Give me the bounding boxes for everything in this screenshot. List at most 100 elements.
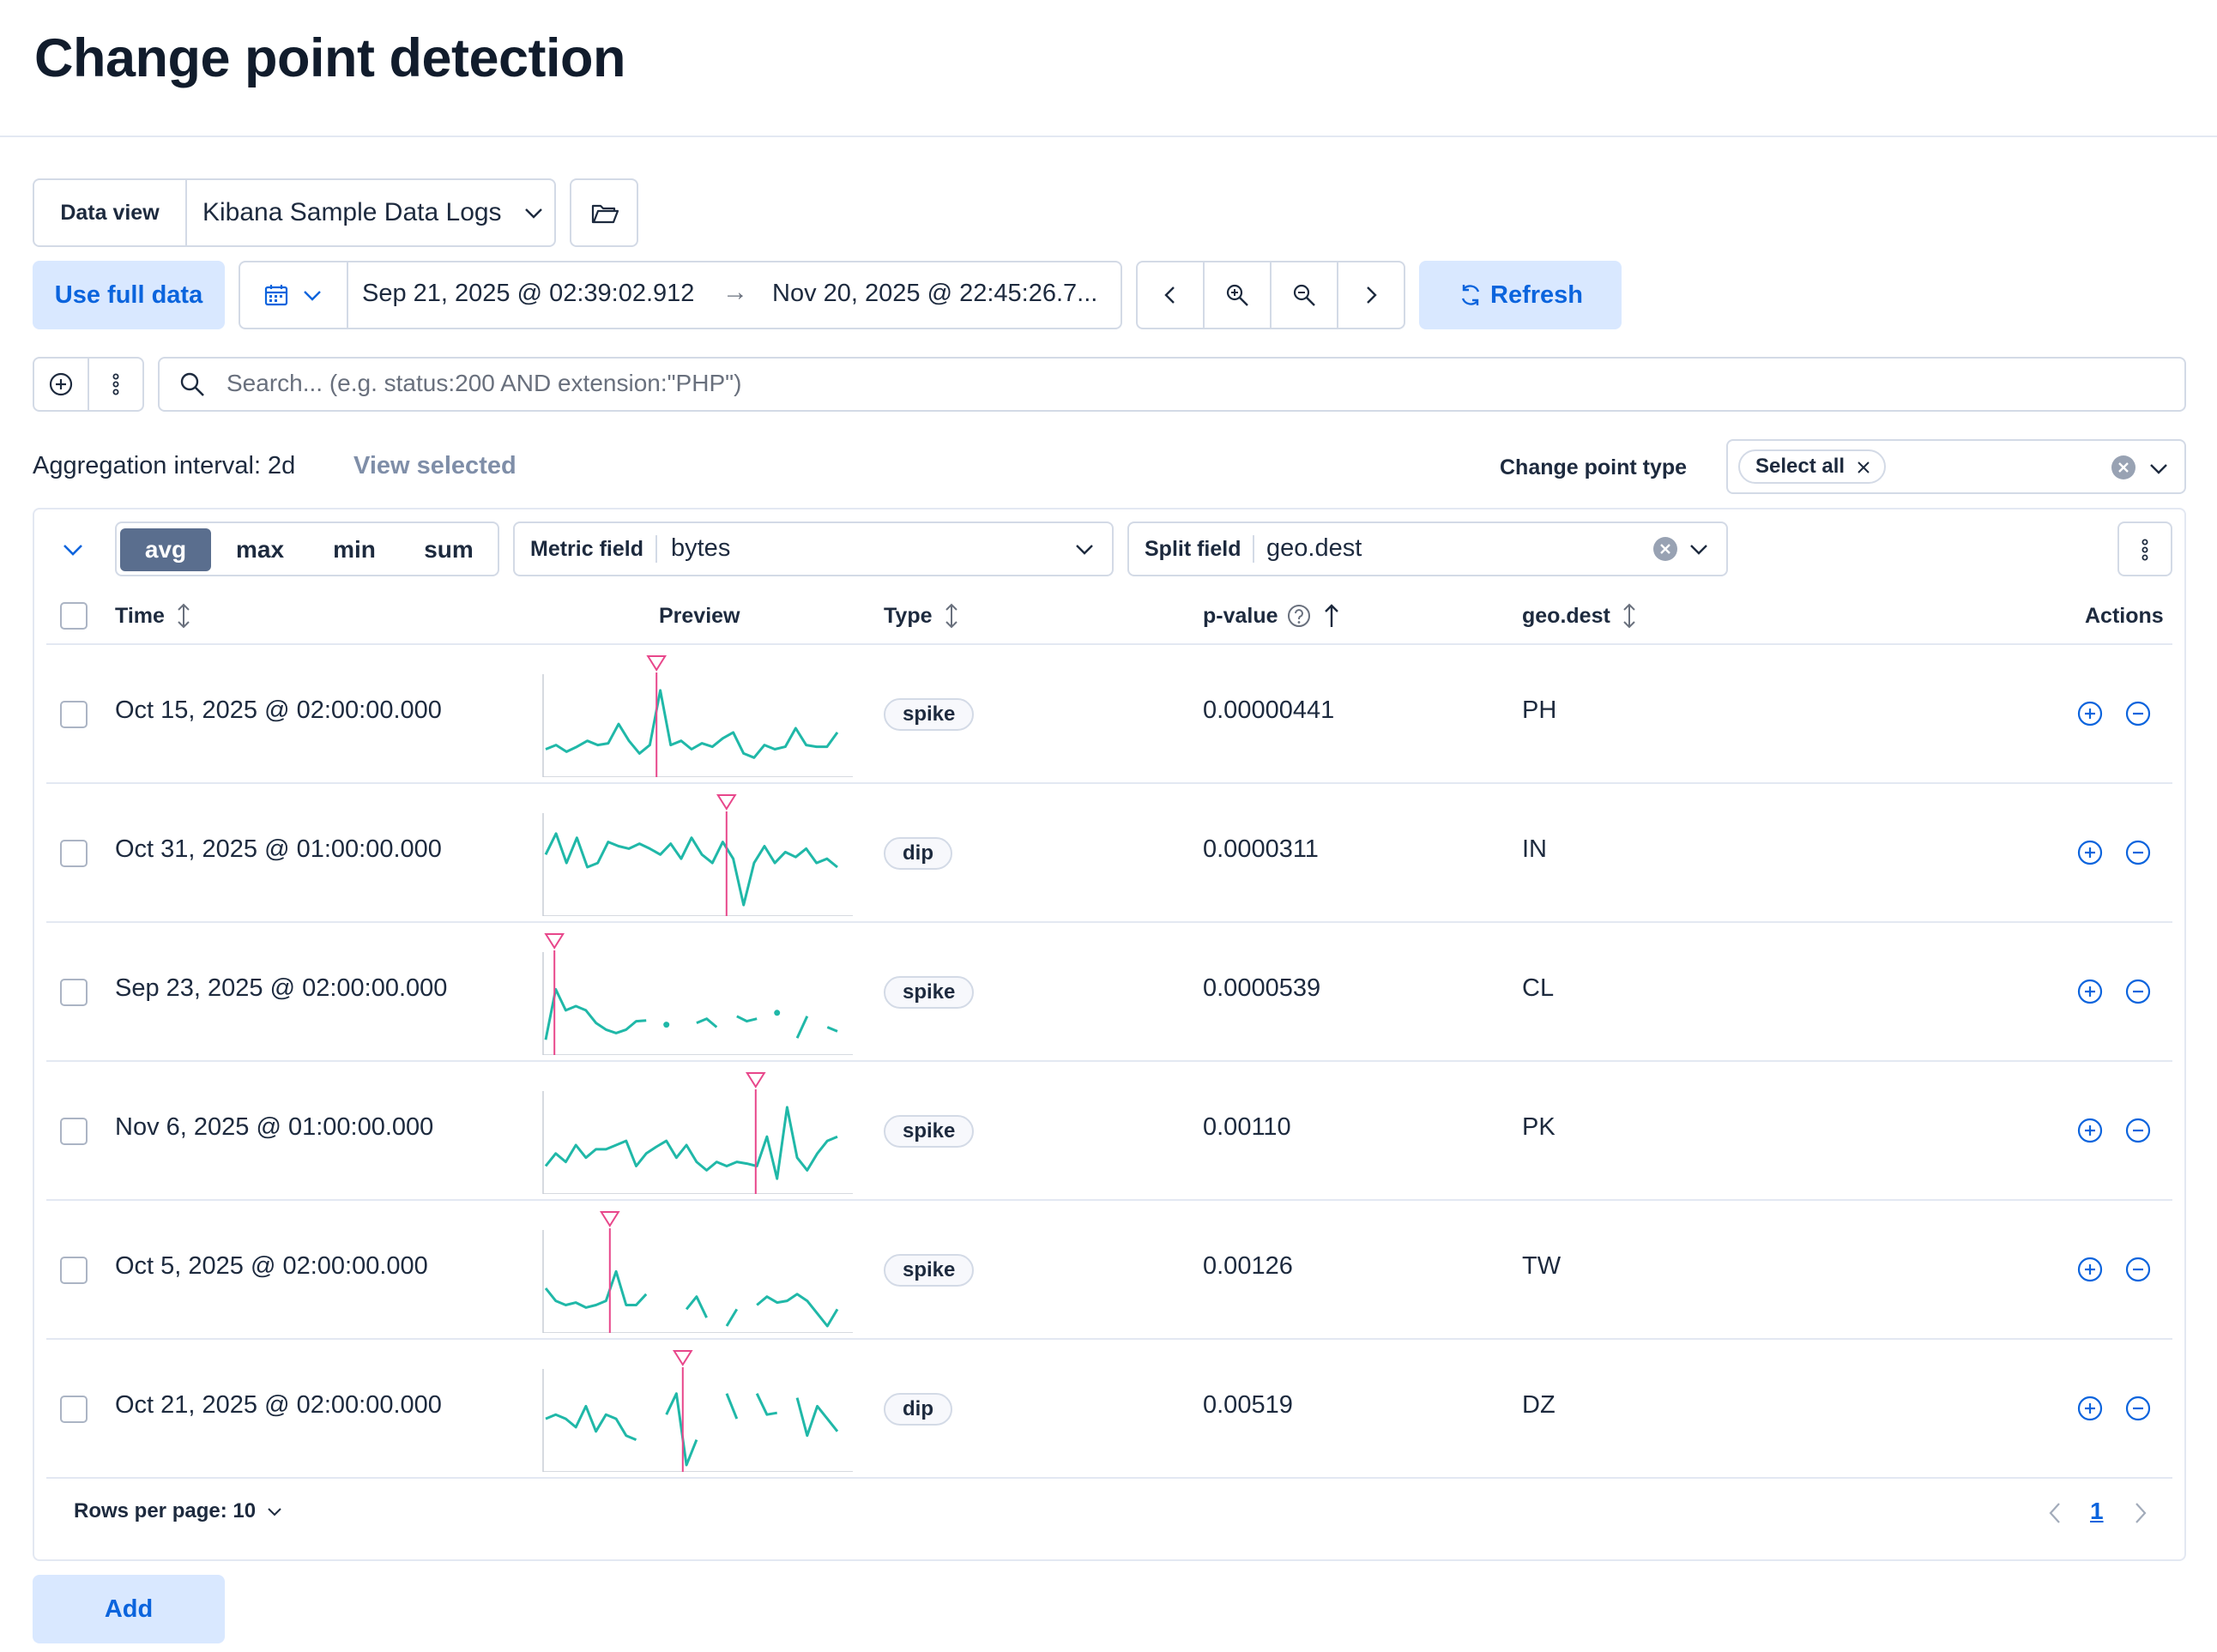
- end-date[interactable]: Nov 20, 2025 @ 22:45:26.7...: [772, 280, 1098, 307]
- previous-period-button[interactable]: [1138, 262, 1205, 328]
- select-all-chip[interactable]: Select all: [1738, 449, 1887, 484]
- preview-sparkline: [542, 794, 853, 916]
- preview-sparkline: [542, 933, 853, 1055]
- row-checkbox[interactable]: [60, 1396, 88, 1423]
- filter-for-value-icon[interactable]: [2076, 839, 2104, 866]
- header-divider: [0, 136, 2217, 137]
- search-input[interactable]: Search... (e.g. status:200 AND extension…: [158, 357, 2186, 412]
- chevron-right-icon: [1360, 284, 1382, 306]
- fn-min-button[interactable]: min: [333, 536, 376, 563]
- filter-for-value-icon[interactable]: [2076, 1395, 2104, 1422]
- fn-max-button[interactable]: max: [235, 536, 285, 563]
- preview-point: [663, 1022, 670, 1028]
- chevron-left-icon: [1159, 284, 1181, 306]
- start-date[interactable]: Sep 21, 2025 @ 02:39:02.912: [362, 280, 695, 307]
- zoom-out-icon: [1291, 282, 1317, 308]
- filter-out-value-icon[interactable]: [2124, 1117, 2152, 1144]
- column-header-geo[interactable]: geo.dest: [1522, 600, 1638, 631]
- search-placeholder: Search... (e.g. status:200 AND extension…: [227, 370, 742, 396]
- column-actions-label: Actions: [2085, 603, 2164, 628]
- chevron-down-icon: [2147, 456, 2171, 480]
- split-field-select[interactable]: Split field geo.dest: [1127, 522, 1728, 576]
- add-button[interactable]: Add: [33, 1575, 225, 1643]
- row-checkbox[interactable]: [60, 701, 88, 728]
- panel-menu-button[interactable]: [2117, 522, 2172, 576]
- preview-line: [736, 1015, 758, 1023]
- sort-icon: [175, 603, 192, 629]
- rows-per-page-button[interactable]: Rows per page: 10: [74, 1499, 283, 1523]
- change-point-type-select[interactable]: Select all: [1726, 439, 2186, 494]
- row-pvalue: 0.00110: [1203, 1113, 1291, 1141]
- filter-for-value-icon[interactable]: [2076, 1117, 2104, 1144]
- filter-out-value-icon[interactable]: [2124, 700, 2152, 727]
- row-checkbox[interactable]: [60, 1257, 88, 1284]
- clear-icon[interactable]: [1652, 536, 1678, 562]
- sort-icon: [1621, 603, 1638, 629]
- row-geo: TW: [1522, 1252, 1562, 1280]
- add-filter-button[interactable]: [34, 359, 89, 410]
- row-checkbox[interactable]: [60, 979, 88, 1006]
- clear-icon[interactable]: [2111, 455, 2136, 480]
- fn-avg-button[interactable]: avg: [120, 528, 211, 571]
- filter-out-value-icon[interactable]: [2124, 1256, 2152, 1283]
- search-icon: [178, 371, 206, 398]
- row-checkbox[interactable]: [60, 1118, 88, 1145]
- date-picker[interactable]: Sep 21, 2025 @ 02:39:02.912 → Nov 20, 20…: [239, 261, 1122, 329]
- column-header-time[interactable]: Time: [115, 600, 192, 631]
- page-1-link[interactable]: 1: [2090, 1498, 2104, 1524]
- row-time: Sep 23, 2025 @ 02:00:00.000: [115, 974, 448, 1002]
- preview-line: [725, 1308, 739, 1327]
- help-icon[interactable]: [1287, 604, 1311, 628]
- open-saved-search-button[interactable]: [570, 178, 638, 247]
- metric-field-value: bytes: [671, 534, 731, 562]
- table-row: Oct 31, 2025 @ 01:00:00.000 dip 0.0000311 I…: [46, 784, 2172, 923]
- use-full-data-button[interactable]: Use full data: [33, 261, 225, 329]
- previous-page-icon[interactable]: [2045, 1501, 2066, 1525]
- chevron-down-icon: [1072, 537, 1096, 561]
- data-view-value: Kibana Sample Data Logs: [202, 198, 502, 226]
- filter-out-value-icon[interactable]: [2124, 839, 2152, 866]
- zoom-out-button[interactable]: [1272, 262, 1338, 328]
- type-badge: spike: [884, 1254, 975, 1287]
- data-view-selector[interactable]: Data view Kibana Sample Data Logs: [33, 178, 556, 247]
- chevron-down-icon: [522, 201, 546, 225]
- filter-out-value-icon[interactable]: [2124, 978, 2152, 1005]
- preview-sparkline: [542, 1350, 853, 1472]
- preview-axis: [542, 674, 853, 777]
- next-page-icon[interactable]: [2129, 1501, 2150, 1525]
- row-geo: IN: [1522, 835, 1547, 863]
- column-header-type[interactable]: Type: [884, 600, 960, 631]
- view-selected-link[interactable]: View selected: [353, 452, 516, 479]
- split-field-label: Split field: [1145, 537, 1241, 561]
- zoom-in-button[interactable]: [1205, 262, 1272, 328]
- row-time: Oct 21, 2025 @ 02:00:00.000: [115, 1391, 442, 1419]
- column-header-pvalue[interactable]: p-value: [1203, 600, 1340, 631]
- calendar-icon: [263, 282, 289, 308]
- row-time: Oct 5, 2025 @ 02:00:00.000: [115, 1252, 428, 1280]
- row-geo: CL: [1522, 974, 1555, 1002]
- row-checkbox[interactable]: [60, 840, 88, 867]
- column-pvalue-label: p-value: [1203, 603, 1278, 628]
- filter-for-value-icon[interactable]: [2076, 700, 2104, 727]
- metric-field-select[interactable]: Metric field bytes: [513, 522, 1114, 576]
- table-row: Oct 15, 2025 @ 02:00:00.000 spike 0.000004…: [46, 645, 2172, 784]
- collapse-panel-icon[interactable]: [60, 537, 86, 563]
- metric-field-label: Metric field: [530, 537, 643, 561]
- preview-line: [795, 1397, 839, 1438]
- select-all-checkbox[interactable]: [60, 602, 88, 630]
- preview-line: [826, 1026, 838, 1033]
- row-time: Nov 6, 2025 @ 01:00:00.000: [115, 1113, 434, 1141]
- preview-axis: [542, 1230, 853, 1333]
- preview-line: [696, 1017, 718, 1028]
- rows-per-page-label: Rows per page: 10: [74, 1499, 257, 1522]
- quick-menu-button[interactable]: [240, 262, 348, 328]
- filter-out-value-icon[interactable]: [2124, 1395, 2152, 1422]
- next-period-button[interactable]: [1338, 262, 1404, 328]
- filter-for-value-icon[interactable]: [2076, 978, 2104, 1005]
- refresh-button[interactable]: Refresh: [1419, 261, 1622, 329]
- filter-for-value-icon[interactable]: [2076, 1256, 2104, 1283]
- close-icon[interactable]: [1857, 461, 1870, 474]
- fn-sum-button[interactable]: sum: [424, 536, 474, 563]
- metric-field-divider: [655, 535, 657, 563]
- query-menu-button[interactable]: [89, 359, 142, 410]
